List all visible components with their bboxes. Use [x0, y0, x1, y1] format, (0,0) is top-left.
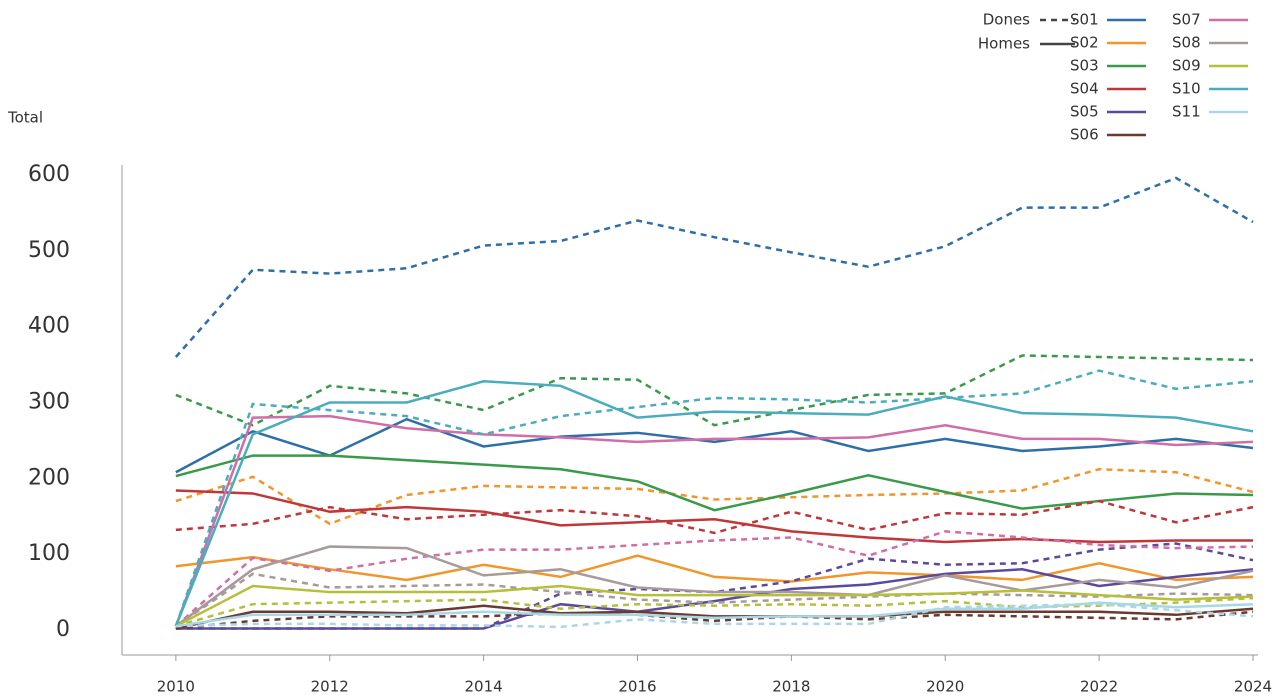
y-tick-label: 200	[28, 465, 70, 490]
legend-label: S07	[1172, 11, 1201, 29]
legend-label: S08	[1172, 34, 1201, 52]
series-line	[175, 554, 1254, 583]
series-line	[175, 354, 1254, 427]
series-line	[175, 602, 1254, 629]
legend-label: S04	[1070, 80, 1099, 98]
y-tick-label: 100	[28, 541, 70, 566]
legend-label: S02	[1070, 34, 1099, 52]
x-tick-label: 2020	[926, 678, 964, 696]
series-line	[175, 417, 1254, 474]
y-tick-label: 300	[28, 389, 70, 414]
series-line	[175, 610, 1254, 630]
series-line	[175, 596, 1254, 628]
y-tick-label: 600	[28, 162, 70, 187]
legend-label: S03	[1070, 57, 1099, 75]
series-line	[175, 467, 1254, 526]
series-line	[175, 584, 1254, 628]
x-tick-label: 2016	[618, 678, 656, 696]
x-tick-label: 2014	[465, 678, 503, 696]
x-tick-label: 2018	[772, 678, 810, 696]
series-line	[175, 568, 1254, 630]
series-line	[175, 601, 1254, 628]
series-line	[175, 499, 1254, 535]
y-tick-label: 0	[56, 617, 70, 642]
series-line	[174, 414, 1254, 627]
x-tick-label: 2012	[311, 678, 349, 696]
legend-label: S01	[1070, 11, 1099, 29]
x-tick-label: 2022	[1080, 678, 1118, 696]
series-line	[174, 176, 1254, 358]
x-tick-label: 2024	[1234, 678, 1272, 696]
legend-label: S09	[1172, 57, 1201, 75]
series-line	[175, 604, 1254, 630]
series-line	[175, 545, 1254, 628]
legend-label: Dones	[983, 11, 1030, 29]
legend-label: S10	[1172, 80, 1201, 98]
x-tick-label: 2010	[157, 678, 195, 696]
series-line	[175, 572, 1254, 628]
series-line	[174, 379, 1254, 627]
legend-label: S06	[1070, 126, 1099, 144]
series-line	[175, 454, 1254, 512]
legend-label: S05	[1070, 103, 1099, 121]
series-line	[175, 489, 1253, 544]
y-tick-label: 500	[28, 238, 70, 263]
y-axis-label: Total	[7, 109, 43, 127]
legend-label: S11	[1172, 103, 1201, 121]
y-tick-label: 400	[28, 314, 70, 339]
legend-label: Homes	[978, 35, 1030, 53]
